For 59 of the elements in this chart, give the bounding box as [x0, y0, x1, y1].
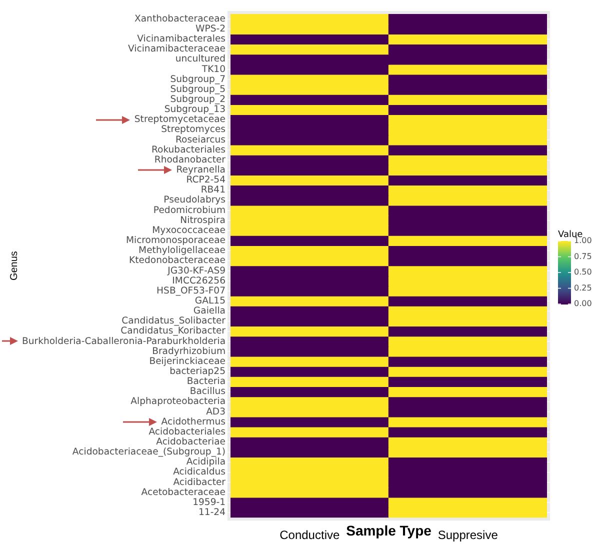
y-tick-label: Ktedonobacteraceae: [129, 255, 226, 266]
y-tick-label: Burkholderia-Caballeronia-Paraburkholderia: [22, 336, 226, 347]
y-tick-label: Rokubacteriales: [151, 144, 226, 156]
y-tick-label: Subgroup_13: [164, 104, 226, 116]
y-axis-title: Genus: [8, 251, 20, 281]
color-bar-label: 0.25: [574, 283, 592, 292]
x-tick-label: Suppresive: [438, 528, 498, 542]
y-tick-label: 1959-1: [192, 496, 226, 508]
y-tick-label: HSB_OF53-F07: [156, 285, 226, 296]
y-tick-label: Acetobacteraceae: [141, 486, 226, 498]
y-tick-label: Alphaproteobacteria: [130, 396, 226, 408]
y-tick-label: Reyranella: [176, 164, 226, 176]
y-tick-label: Gaiella: [193, 306, 226, 317]
y-tick-label: 11-24: [198, 506, 226, 518]
y-tick-label: Bradyrhizobium: [152, 346, 226, 357]
y-tick-label: Candidatus_Koribacter: [120, 326, 226, 337]
y-tick-label: Vicinamibacteraceae: [128, 44, 226, 55]
y-tick-label: Pseudolabrys: [164, 194, 226, 206]
x-tick-label: Conductive: [280, 528, 340, 542]
y-tick-label: AD3: [206, 406, 226, 418]
y-tick-label: Beijerinckiaceae: [149, 356, 226, 367]
y-tick-label: Subgroup_2: [170, 94, 226, 106]
color-bar-label: 0.75: [574, 252, 592, 261]
y-tick-label: RB41: [200, 184, 226, 196]
y-tick-label: Acidobacteriales: [148, 426, 226, 438]
y-tick-label: Streptomycetaceae: [134, 114, 226, 126]
y-tick-label: Subgroup_5: [170, 84, 226, 95]
x-axis-title: Sample Type: [346, 522, 432, 538]
y-tick-label: JG30-KF-AS9: [166, 265, 226, 276]
y-tick-label: Bacillus: [190, 386, 226, 398]
color-bar-label: 1.00: [574, 236, 592, 246]
y-tick-label: Methyloligellaceae: [138, 245, 226, 256]
color-bar-label: 0.00: [574, 299, 592, 308]
y-tick-label: Nitrospira: [180, 214, 226, 226]
y-tick-label: Streptomyces: [161, 124, 226, 136]
y-tick-label: Myxococcaceae: [152, 224, 226, 236]
y-tick-label: Acidobacteriaceae_(Subgroup_1): [72, 446, 226, 458]
y-tick-label: Acidobacteriae: [156, 436, 226, 448]
y-tick-label: Subgroup_7: [170, 74, 226, 85]
y-tick-label: Xanthobacteraceae: [134, 13, 226, 24]
y-tick-label: bacteriap25: [170, 366, 226, 377]
y-tick-label: Acidibacter: [173, 476, 226, 488]
y-tick-label: WPS-2: [196, 24, 226, 35]
y-tick-label: Roseiarcus: [175, 134, 226, 146]
y-tick-label: RCP2-54: [186, 174, 226, 186]
y-tick-label: Bacteria: [186, 376, 226, 388]
y-tick-label: GAL15: [194, 295, 226, 306]
y-tick-label: Rhodanobacter: [154, 154, 226, 166]
color-bar-label: 0.50: [574, 268, 592, 277]
y-tick-label: IMCC26256: [172, 275, 226, 286]
y-tick-label: Acidicaldus: [173, 466, 226, 478]
y-tick-label: Vicinamibacterales: [137, 34, 226, 45]
y-tick-label: Pedomicrobium: [153, 204, 226, 216]
y-tick-label: Candidatus_Solibacter: [122, 316, 226, 327]
y-tick-label: Acidipila: [186, 456, 226, 468]
y-tick-label: TK10: [200, 64, 226, 75]
y-tick-label: Acidothermus: [161, 416, 226, 428]
y-tick-label: uncultured: [175, 54, 226, 65]
y-tick-label: Micromonosporaceae: [126, 235, 226, 246]
